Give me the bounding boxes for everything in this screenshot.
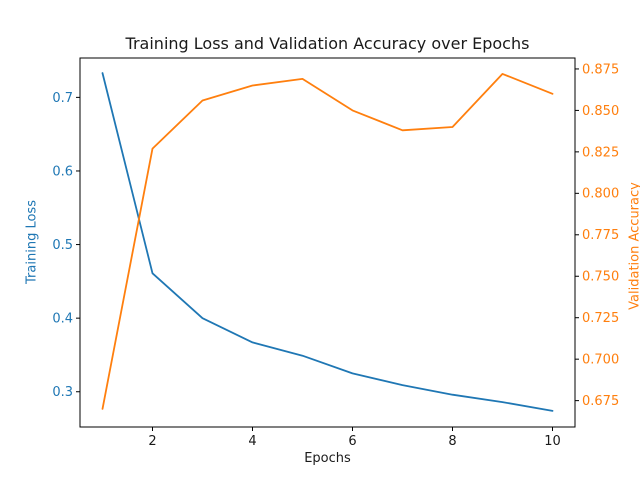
right-tick-label: 0.800 bbox=[582, 187, 619, 202]
left-tick-label: 0.4 bbox=[52, 312, 73, 327]
right-tick-label: 0.775 bbox=[582, 228, 619, 243]
x-tick-label: 10 bbox=[544, 434, 561, 449]
x-tick-label: 4 bbox=[248, 434, 256, 449]
left-tick-label: 0.3 bbox=[52, 385, 73, 400]
left-axis-ticks: 0.3 0.4 0.5 0.6 0.7 bbox=[52, 91, 80, 400]
validation-accuracy-line bbox=[101, 73, 554, 410]
x-tick-label: 2 bbox=[148, 434, 156, 449]
x-tick-label: 8 bbox=[448, 434, 456, 449]
axes-frame bbox=[79, 57, 576, 428]
right-tick-label: 0.825 bbox=[582, 145, 619, 160]
right-tick-label: 0.675 bbox=[582, 394, 619, 409]
left-tick-label: 0.5 bbox=[52, 238, 73, 253]
right-tick-label: 0.850 bbox=[582, 104, 619, 119]
left-tick-label: 0.6 bbox=[52, 164, 73, 179]
x-tick-label: 6 bbox=[348, 434, 356, 449]
x-axis-ticks: 2 4 6 8 10 bbox=[148, 427, 561, 449]
right-tick-label: 0.725 bbox=[582, 311, 619, 326]
left-tick-label: 0.7 bbox=[52, 91, 73, 106]
right-tick-label: 0.750 bbox=[582, 270, 619, 285]
training-loss-line bbox=[101, 72, 554, 412]
right-tick-label: 0.875 bbox=[582, 62, 619, 77]
x-axis-label: Epochs bbox=[304, 451, 351, 466]
right-tick-label: 0.700 bbox=[582, 353, 619, 368]
right-axis-ticks: 0.675 0.700 0.725 0.750 0.775 0.800 0.825 0.850… bbox=[575, 62, 619, 409]
chart-title: Training Loss and Validation Accuracy ov… bbox=[125, 34, 530, 53]
